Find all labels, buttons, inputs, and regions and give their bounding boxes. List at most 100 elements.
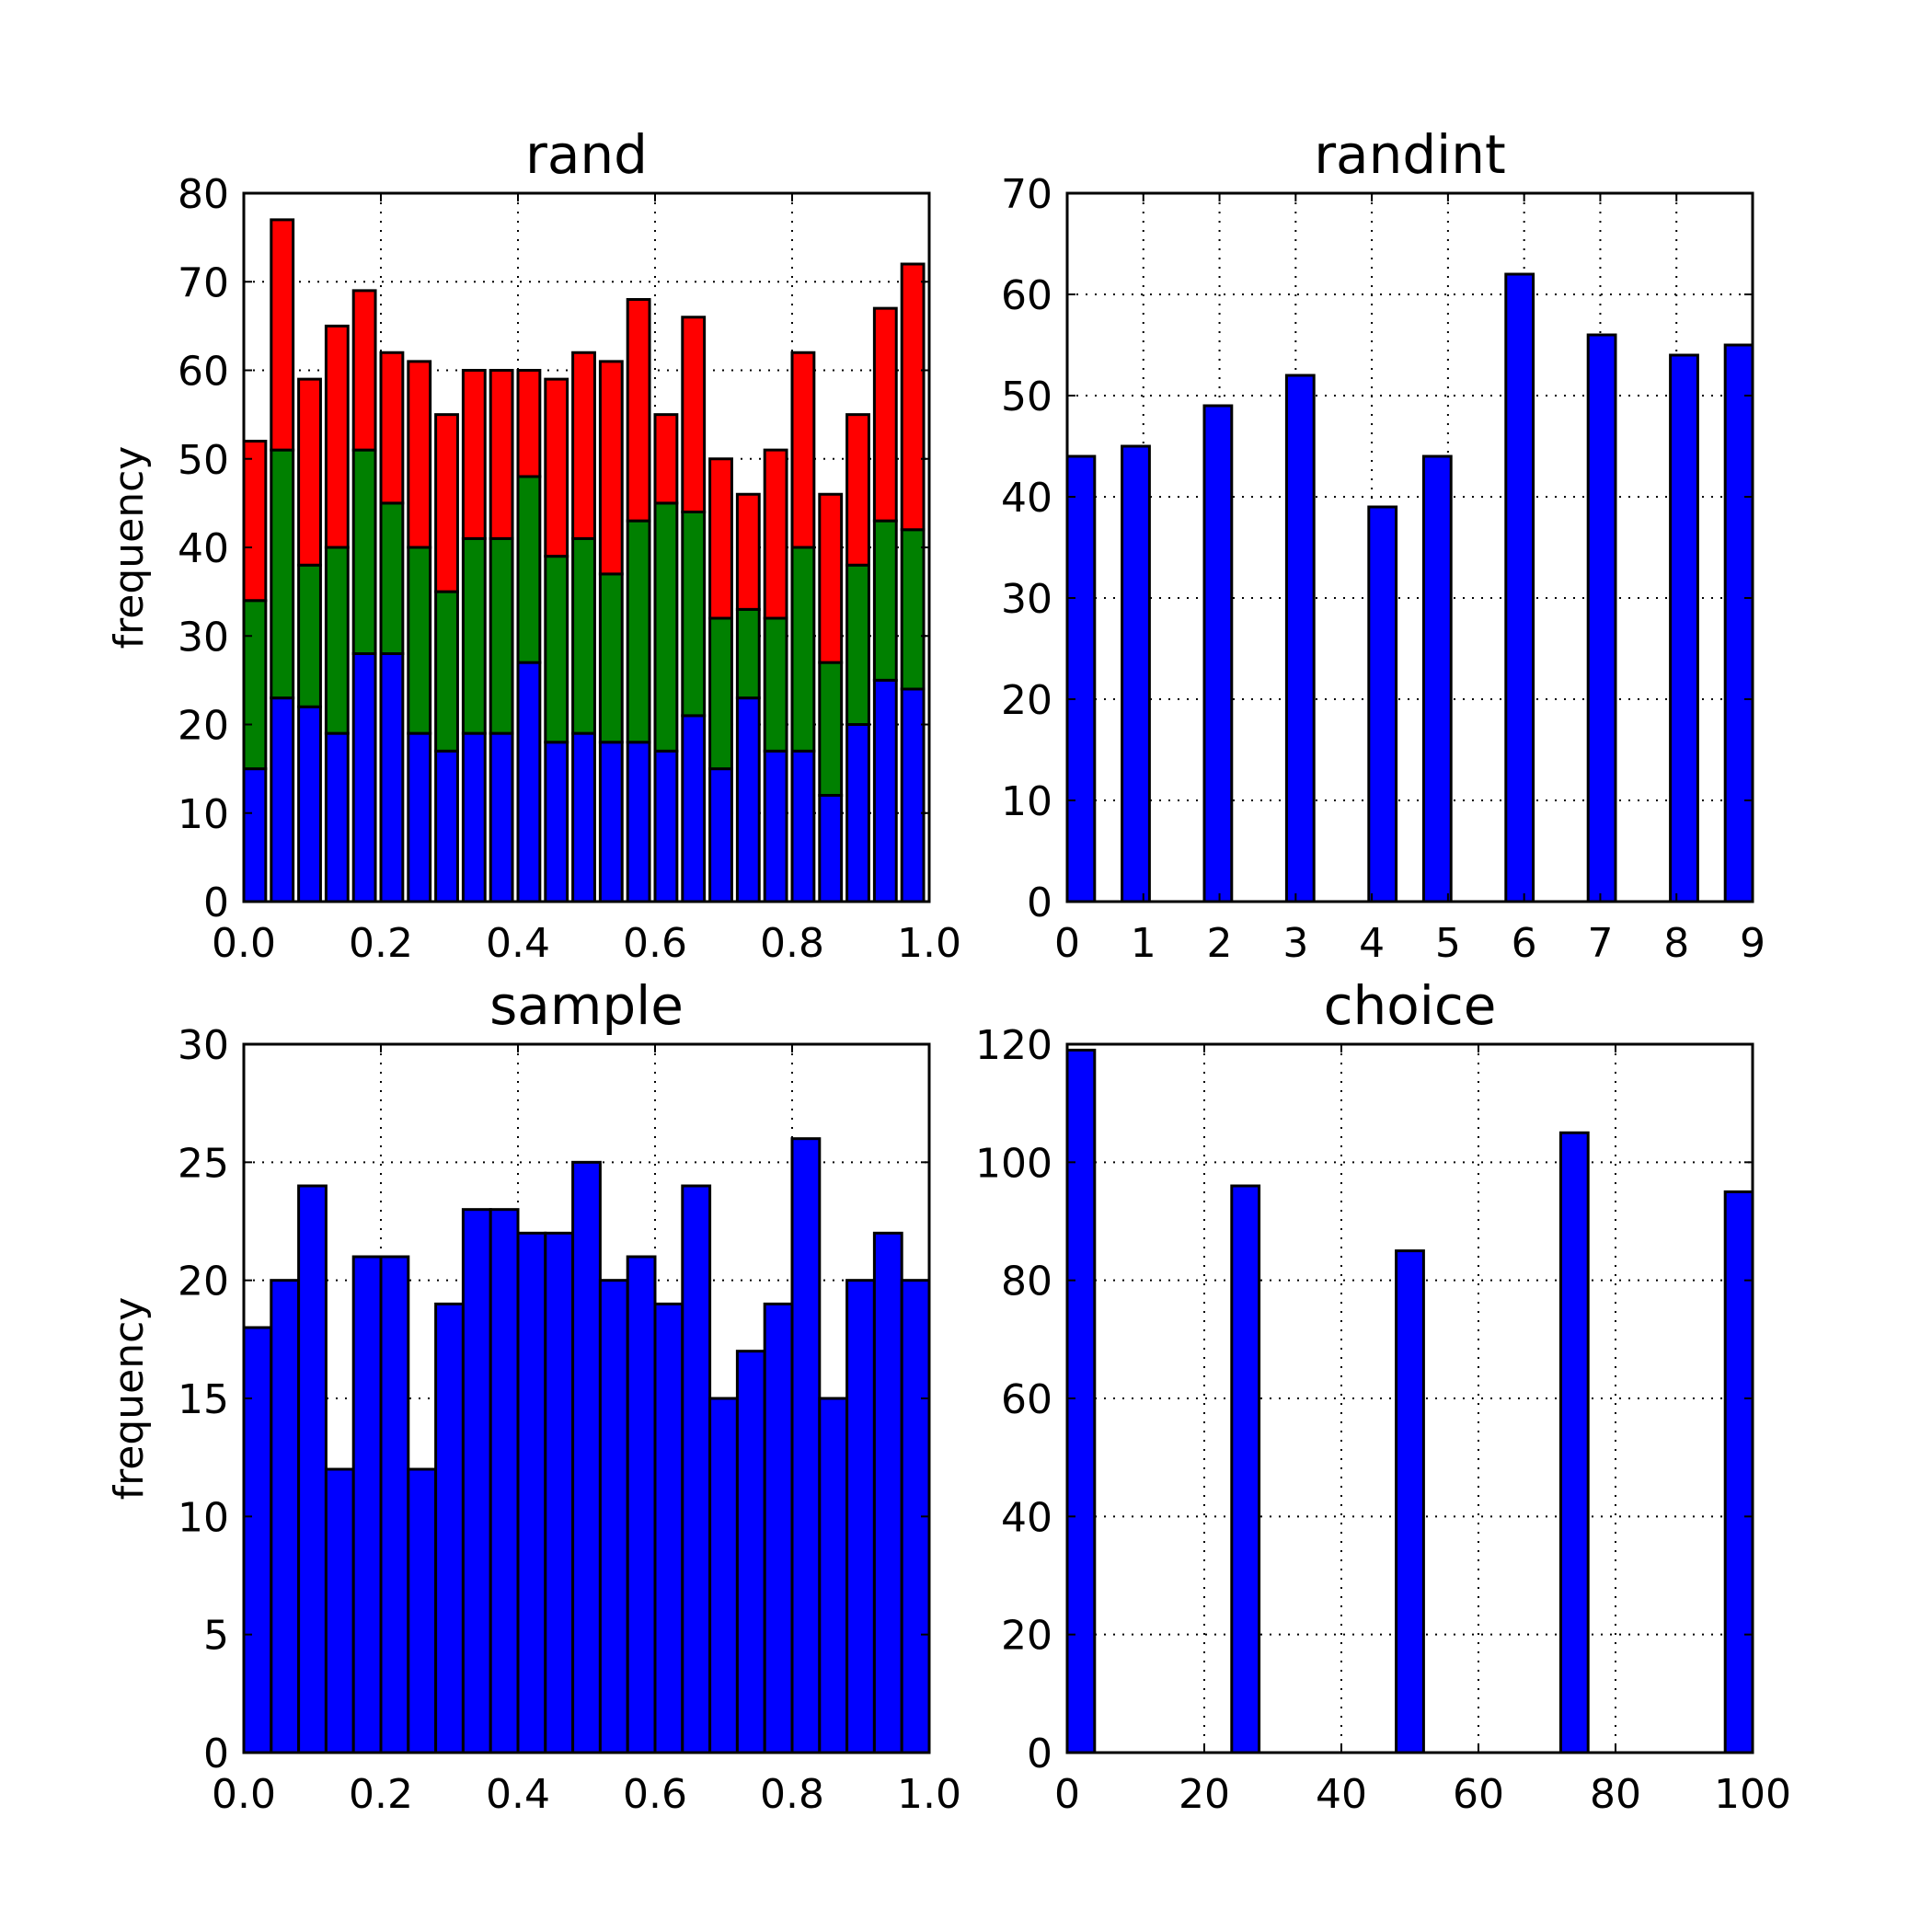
histogram-bar (270, 696, 295, 903)
y-tick-label: 80 (178, 171, 229, 218)
histogram-bar (1395, 1249, 1425, 1754)
histogram-bar (461, 731, 487, 903)
histogram-bar (681, 714, 707, 903)
histogram-bar (653, 501, 679, 753)
histogram-bar (763, 448, 788, 620)
histogram-bar (434, 590, 459, 753)
x-tick-label: 6 (1512, 920, 1537, 967)
x-tick-label: 40 (1316, 1771, 1367, 1818)
y-tick-label: 5 (203, 1613, 229, 1660)
x-tick-label: 4 (1359, 920, 1385, 967)
histogram-bar (324, 546, 350, 735)
histogram-bar (1586, 333, 1617, 903)
panel-choice: 0 20 40 60 80 100 0 20 40 60 80 100 120 choice (975, 974, 1791, 1818)
x-tick-label: 0.4 (486, 1771, 550, 1818)
histogram-bar (242, 440, 268, 603)
y-tick-label: 30 (1001, 576, 1052, 623)
x-tick-label: 0 (1054, 1771, 1080, 1818)
histogram-bar (351, 1255, 383, 1754)
histogram-bar (434, 413, 459, 593)
x-tick-label: 0.2 (349, 920, 413, 967)
panel-randint: 0 1 2 3 4 5 6 7 8 9 0 10 20 30 40 50 60 70 randint (1001, 123, 1765, 967)
y-tick-label: 70 (1001, 171, 1052, 218)
x-tick-label: 2 (1207, 920, 1233, 967)
y-axis-title: frequency (106, 1297, 153, 1501)
histogram-bar (1723, 343, 1754, 903)
histogram-bar (516, 475, 542, 664)
histogram-bar (1504, 272, 1535, 903)
histogram-bar (407, 546, 432, 735)
histogram-bar (324, 731, 350, 903)
histogram-bar (626, 741, 651, 903)
x-tick-label: 0.8 (760, 920, 824, 967)
histogram-bar (544, 1231, 575, 1754)
histogram-bar (818, 492, 844, 664)
histogram-bar (735, 607, 761, 700)
histogram-bar (598, 572, 624, 744)
histogram-bar (242, 1326, 273, 1754)
y-tick-label: 0 (203, 880, 229, 926)
histogram-bar (489, 731, 514, 903)
histogram-bar (845, 1279, 876, 1754)
x-tick-label: 0.6 (623, 1771, 687, 1818)
histogram-bar (516, 369, 542, 478)
histogram-bar (516, 1231, 547, 1754)
histogram-bar (818, 661, 844, 797)
histogram-bar (735, 492, 761, 611)
x-tick-label: 100 (1714, 1771, 1791, 1818)
histogram-bar (1367, 505, 1398, 903)
histogram-bar (790, 749, 816, 903)
histogram-bar (407, 1467, 438, 1754)
histogram-bar (1669, 353, 1699, 903)
histogram-bar (270, 448, 295, 700)
histogram-bar (708, 1397, 739, 1754)
y-tick-label: 30 (178, 614, 229, 661)
y-axis-title: frequency (106, 446, 153, 650)
x-tick-label: 80 (1590, 1771, 1641, 1818)
histogram-bar (379, 501, 405, 655)
y-tick-label: 50 (178, 437, 229, 484)
histogram-bar (434, 749, 459, 903)
x-tick-label: 0.0 (212, 920, 276, 967)
panel-rand: 0.0 0.2 0.4 0.6 0.8 1.0 0 10 20 30 40 50 60 70 80 rand… (106, 123, 961, 967)
histogram-bar (653, 749, 679, 903)
histogram-bar (845, 563, 870, 726)
x-tick-label: 0.2 (349, 1771, 413, 1818)
y-tick-label: 0 (203, 1731, 229, 1777)
y-tick-label: 60 (1001, 1376, 1052, 1423)
y-tick-label: 10 (1001, 778, 1052, 825)
y-tick-label: 10 (178, 791, 229, 838)
histogram-bar (872, 1231, 903, 1754)
y-tick-label: 20 (178, 703, 229, 750)
histogram-bar (790, 351, 816, 549)
histogram-bar (461, 1208, 492, 1754)
histogram-bar (297, 705, 322, 903)
histogram-bar (1202, 404, 1234, 903)
histogram-bar (407, 731, 432, 903)
histogram-bar (598, 360, 624, 576)
y-tick-label: 60 (178, 349, 229, 396)
x-tick-label: 3 (1282, 920, 1308, 967)
y-tick-label: 20 (1001, 1613, 1052, 1660)
histogram-bar (653, 413, 679, 505)
histogram-bar (489, 369, 514, 540)
panel-sample: 0.0 0.2 0.4 0.6 0.8 1.0 0 5 10 15 20 25 30 sample fr… (106, 974, 961, 1818)
histogram-bar (1065, 1048, 1097, 1754)
y-tick-label: 70 (178, 259, 229, 306)
y-tick-label: 10 (178, 1494, 229, 1541)
panel-title: randint (1314, 123, 1506, 186)
histogram-bar (845, 413, 870, 567)
panel-title: rand (525, 123, 648, 186)
x-tick-label: 0.0 (212, 1771, 276, 1818)
panel-title: sample (489, 974, 684, 1037)
y-tick-label: 100 (975, 1140, 1052, 1187)
histogram-bar (763, 1302, 794, 1754)
x-tick-label: 8 (1663, 920, 1689, 967)
histogram-bar (571, 536, 596, 735)
histogram-bar (297, 1184, 328, 1754)
histogram-bar (461, 536, 487, 735)
x-tick-label: 0.6 (623, 920, 687, 967)
histogram-bar (434, 1302, 465, 1754)
histogram-bar (735, 696, 761, 903)
x-tick-label: 20 (1179, 1771, 1230, 1818)
